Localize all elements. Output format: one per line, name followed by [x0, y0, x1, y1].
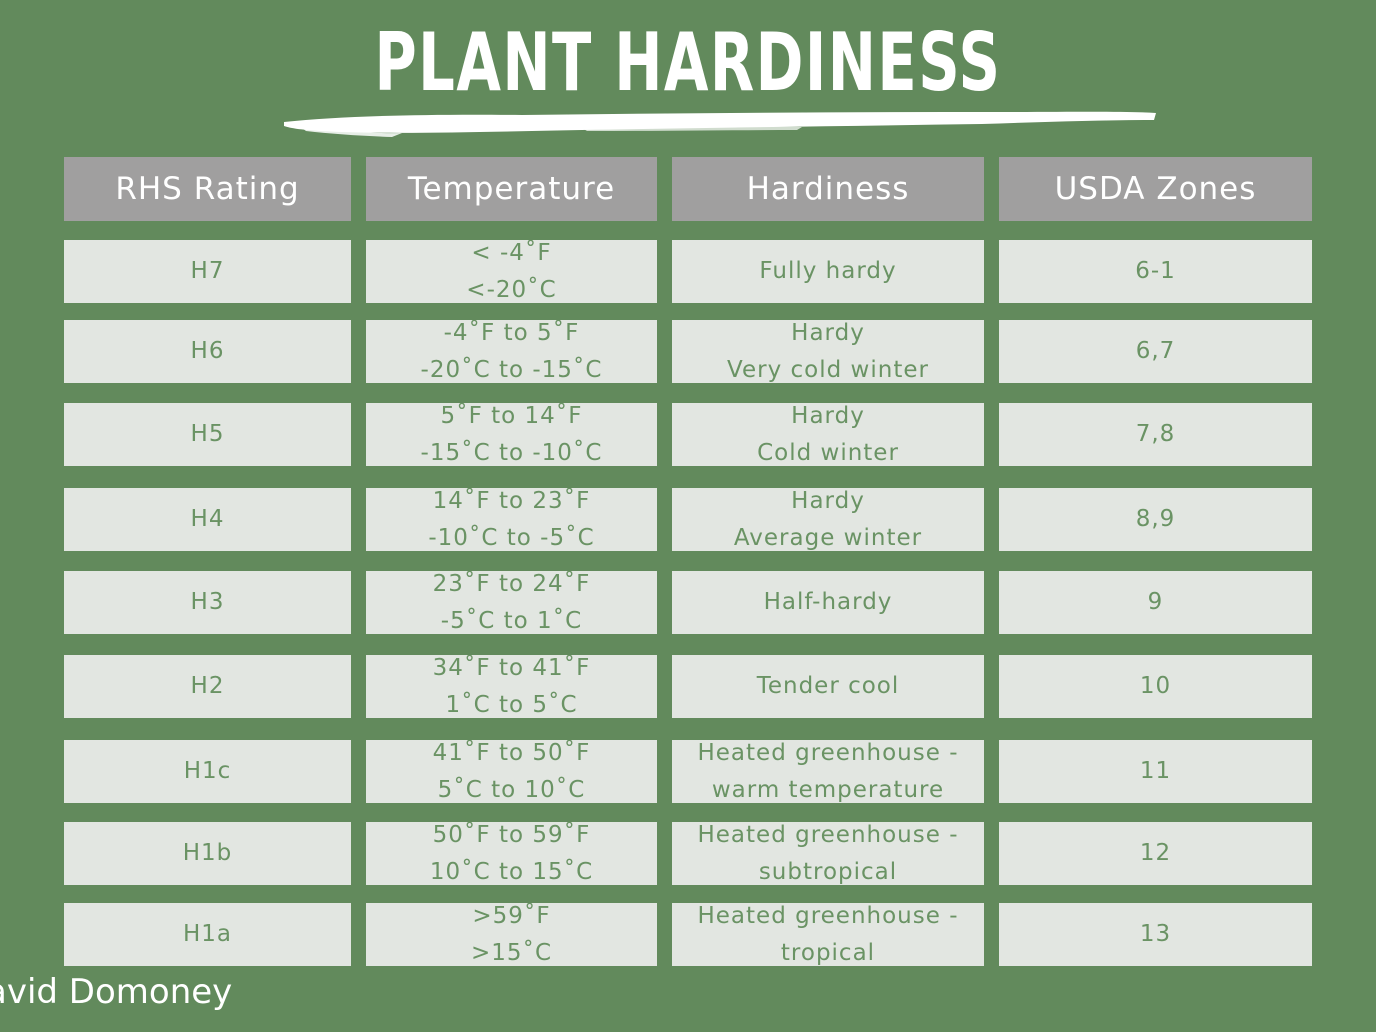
usda-zone-cell: 6-1 [999, 240, 1312, 303]
hardiness-cell: Half-hardy [672, 571, 984, 634]
rating-text: H5 [190, 421, 225, 447]
hardiness-text: Fully hardy [759, 258, 897, 284]
rating-text: H4 [190, 506, 225, 532]
temperature-cell: >59˚F >15˚C [366, 903, 657, 966]
hardiness-text: Heated greenhouse - [697, 822, 959, 848]
temperature-cell: 41˚F to 50˚F 5˚C to 10˚C [366, 740, 657, 803]
rhs-rating-cell: H6 [64, 320, 351, 383]
usda-text: 9 [1147, 589, 1164, 615]
rhs-rating-cell: H4 [64, 488, 351, 551]
usda-text: 8,9 [1135, 506, 1176, 532]
usda-text: 13 [1139, 921, 1172, 947]
temp-f-text: >59˚F [472, 903, 551, 929]
hardiness-text: Hardy [791, 320, 865, 346]
temperature-cell: 50˚F to 59˚F 10˚C to 15˚C [366, 822, 657, 885]
hardiness-detail-text: warm temperature [711, 776, 945, 803]
hardiness-detail-text: subtropical [758, 858, 898, 885]
temperature-cell: 5˚F to 14˚F -15˚C to -10˚C [366, 403, 657, 466]
header-rhs-rating: RHS Rating [64, 157, 351, 221]
hardiness-text: Tender cool [756, 673, 900, 699]
usda-text: 6,7 [1135, 338, 1176, 364]
temp-f-text: 50˚F to 59˚F [432, 822, 591, 848]
hardiness-detail-text: Cold winter [757, 439, 899, 466]
hardiness-detail-text: tropical [780, 939, 876, 966]
hardiness-detail-text: Very cold winter [727, 356, 929, 383]
usda-zone-cell: 8,9 [999, 488, 1312, 551]
temp-f-text: < -4˚F [471, 240, 552, 266]
usda-zone-cell: 9 [999, 571, 1312, 634]
page-title: PLANT HARDINESS [374, 16, 1002, 109]
usda-zone-cell: 6,7 [999, 320, 1312, 383]
temp-c-text: 10˚C to 15˚C [429, 858, 594, 885]
hardiness-cell: Heated greenhouse - subtropical [672, 822, 984, 885]
hardiness-cell: Tender cool [672, 655, 984, 718]
temp-f-text: 5˚F to 14˚F [440, 403, 583, 429]
hardiness-text: Hardy [791, 488, 865, 514]
hardiness-text: Half-hardy [763, 589, 893, 615]
temp-c-text: -15˚C to -10˚C [420, 439, 603, 466]
rhs-rating-cell: H1c [64, 740, 351, 803]
temp-c-text: >15˚C [470, 939, 553, 966]
temp-c-text: 5˚C to 10˚C [437, 776, 586, 803]
hardiness-cell: Hardy Very cold winter [672, 320, 984, 383]
temperature-cell: -4˚F to 5˚F -20˚C to -15˚C [366, 320, 657, 383]
hardiness-cell: Hardy Average winter [672, 488, 984, 551]
usda-zone-cell: 13 [999, 903, 1312, 966]
temp-f-text: -4˚F to 5˚F [443, 320, 580, 346]
temperature-cell: 34˚F to 41˚F 1˚C to 5˚C [366, 655, 657, 718]
temp-c-text: -10˚C to -5˚C [428, 524, 595, 551]
rating-text: H1b [182, 840, 233, 866]
rating-text: H2 [190, 673, 225, 699]
rating-text: H3 [190, 589, 225, 615]
rating-text: H7 [190, 258, 225, 284]
hardiness-text: Hardy [791, 403, 865, 429]
temp-c-text: <-20˚C [466, 276, 557, 303]
brush-underline [284, 111, 1156, 137]
usda-zone-cell: 10 [999, 655, 1312, 718]
temperature-cell: 23˚F to 24˚F -5˚C to 1˚C [366, 571, 657, 634]
header-usda-zones: USDA Zones [999, 157, 1312, 221]
temperature-cell: 14˚F to 23˚F -10˚C to -5˚C [366, 488, 657, 551]
header-temperature: Temperature [366, 157, 657, 221]
rhs-rating-cell: H5 [64, 403, 351, 466]
temperature-cell: < -4˚F <-20˚C [366, 240, 657, 303]
temp-c-text: 1˚C to 5˚C [445, 691, 578, 718]
rhs-rating-cell: H1b [64, 822, 351, 885]
hardiness-cell: Fully hardy [672, 240, 984, 303]
hardiness-cell: Heated greenhouse - warm temperature [672, 740, 984, 803]
rhs-rating-cell: H1a [64, 903, 351, 966]
rhs-rating-cell: H3 [64, 571, 351, 634]
usda-text: 6-1 [1135, 258, 1176, 284]
header-hardiness: Hardiness [672, 157, 984, 221]
hardiness-detail-text: Average winter [733, 524, 923, 551]
usda-zone-cell: 11 [999, 740, 1312, 803]
credit-signature: avid Domoney [0, 972, 233, 1012]
usda-zone-cell: 7,8 [999, 403, 1312, 466]
hardiness-text: Heated greenhouse - [697, 740, 959, 766]
temp-f-text: 34˚F to 41˚F [432, 655, 591, 681]
hardiness-text: Heated greenhouse - [697, 903, 959, 929]
temp-f-text: 14˚F to 23˚F [432, 488, 591, 514]
hardiness-cell: Heated greenhouse - tropical [672, 903, 984, 966]
usda-text: 11 [1139, 758, 1172, 784]
rhs-rating-cell: H7 [64, 240, 351, 303]
usda-text: 12 [1139, 840, 1172, 866]
hardiness-cell: Hardy Cold winter [672, 403, 984, 466]
rhs-rating-cell: H2 [64, 655, 351, 718]
usda-zone-cell: 12 [999, 822, 1312, 885]
usda-text: 10 [1139, 673, 1172, 699]
temp-f-text: 23˚F to 24˚F [432, 571, 591, 597]
rating-text: H1c [183, 758, 232, 784]
temp-c-text: -5˚C to 1˚C [440, 607, 583, 634]
rating-text: H1a [182, 921, 233, 947]
temp-c-text: -20˚C to -15˚C [420, 356, 603, 383]
usda-text: 7,8 [1135, 421, 1176, 447]
rating-text: H6 [190, 338, 225, 364]
temp-f-text: 41˚F to 50˚F [432, 740, 591, 766]
